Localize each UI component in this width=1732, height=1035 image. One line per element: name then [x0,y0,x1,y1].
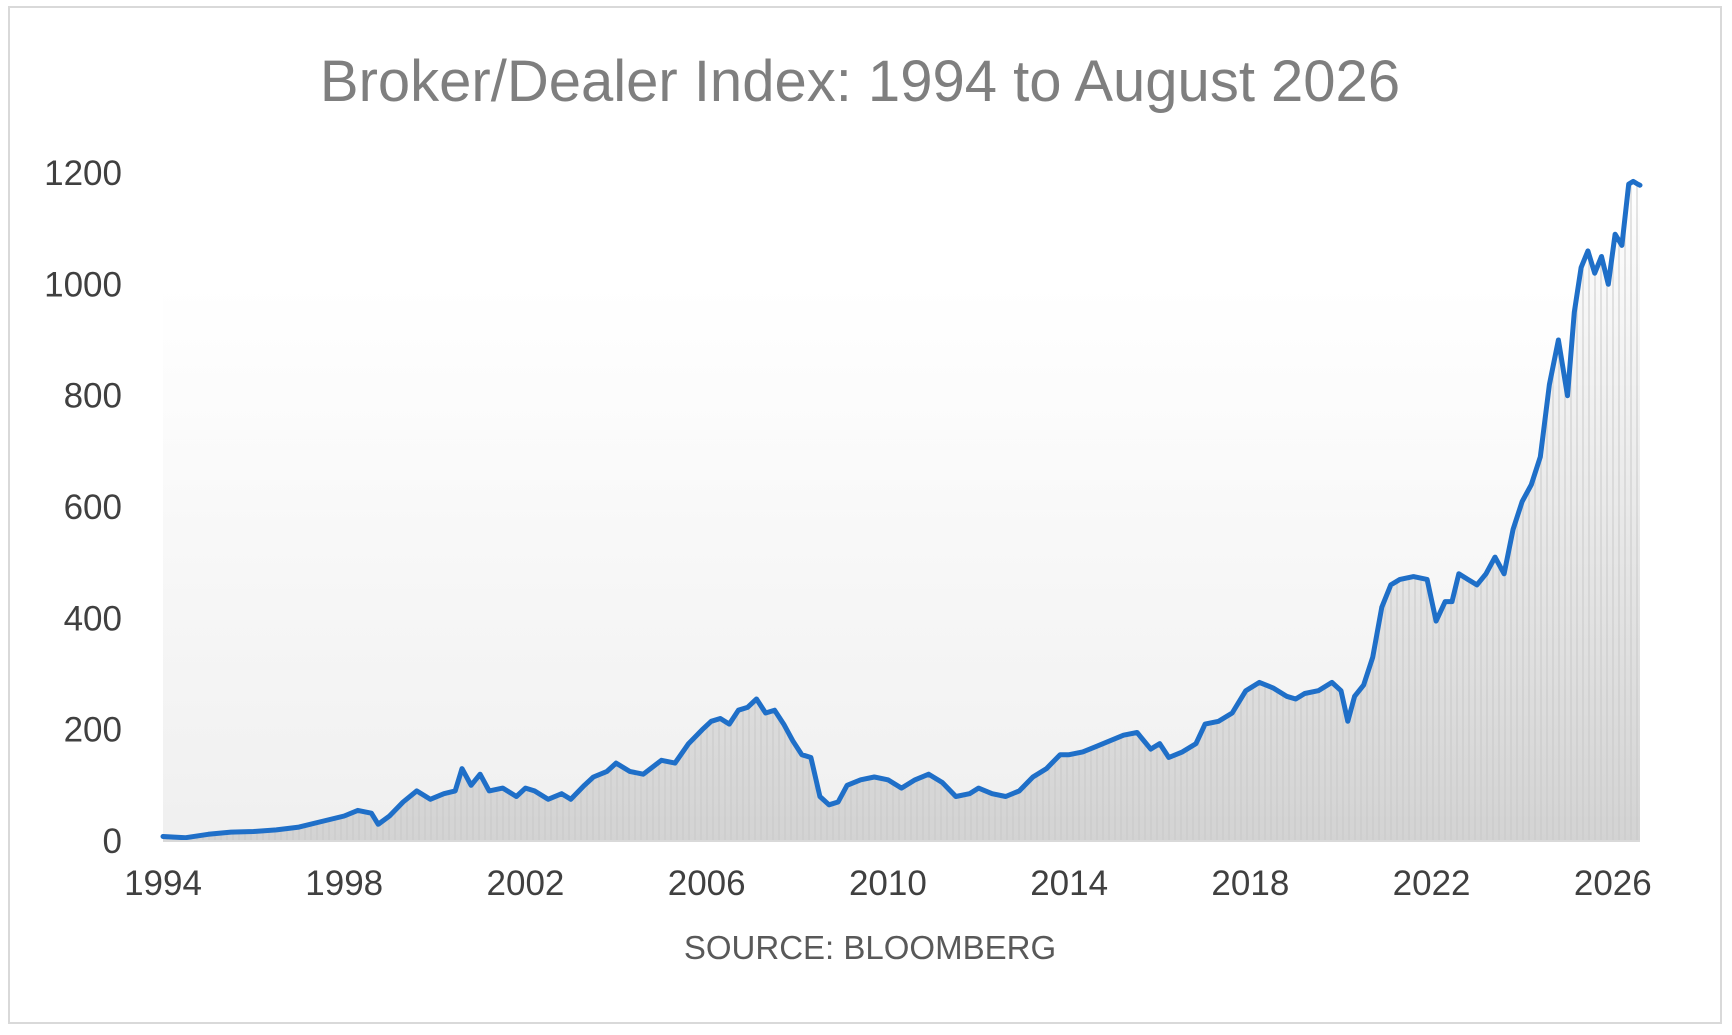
source-label: SOURCE: BLOOMBERG [684,929,1056,966]
y-tick-label: 0 [103,822,122,861]
y-tick-label: 400 [64,599,122,638]
series-line [160,178,1643,841]
y-tick-label: 800 [64,377,122,416]
x-tick-label: 2018 [1211,864,1289,903]
series-area-hatch [163,181,1640,841]
x-tick-label: 2006 [668,864,746,903]
x-axis-ticks: 1994 1998 2002 2006 2010 2014 2018 2022 2026 [124,864,1652,903]
y-axis-ticks: 0 200 400 600 800 1000 1200 [44,154,122,861]
x-tick-label: 1994 [124,864,202,903]
x-tick-label: 2002 [487,864,565,903]
x-tick-label: 2026 [1574,864,1652,903]
y-tick-label: 1000 [44,265,122,304]
chart-frame: Broker/Dealer Index: 1994 to August 2026… [8,6,1722,1024]
x-tick-label: 2014 [1030,864,1108,903]
chart-svg: Broker/Dealer Index: 1994 to August 2026… [44,49,1652,966]
y-tick-label: 600 [64,488,122,527]
y-tick-label: 1200 [44,154,122,193]
x-tick-label: 1998 [305,864,383,903]
x-tick-label: 2022 [1393,864,1471,903]
x-tick-label: 2010 [849,864,927,903]
chart-title: Broker/Dealer Index: 1994 to August 2026 [320,49,1400,114]
y-tick-label: 200 [64,711,122,750]
